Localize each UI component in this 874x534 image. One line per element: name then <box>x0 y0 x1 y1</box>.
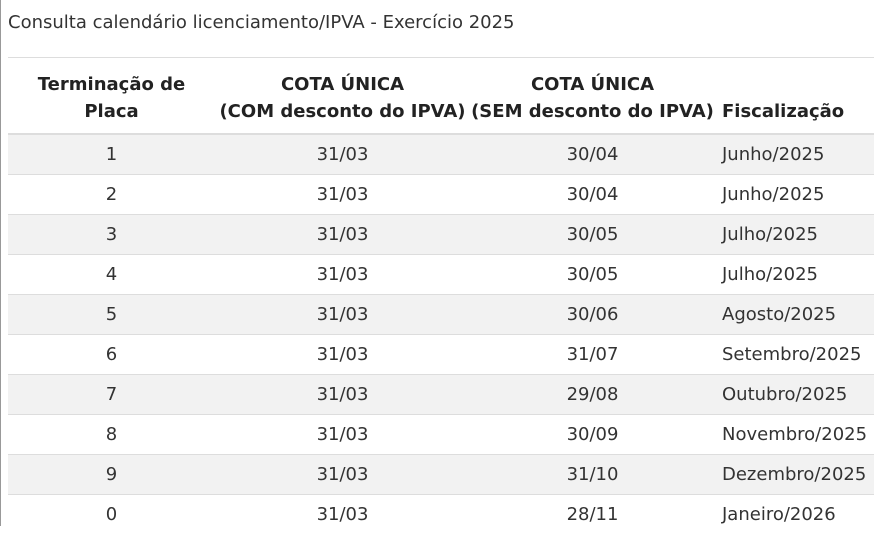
table-cell: 30/06 <box>470 295 715 335</box>
table-cell: 31/03 <box>215 495 470 534</box>
header-text: Terminação de Placa <box>38 74 185 122</box>
table-cell: 8 <box>8 415 215 455</box>
table-cell: Dezembro/2025 <box>715 455 874 495</box>
table-cell: 31/03 <box>215 134 470 175</box>
table-cell: 30/05 <box>470 255 715 295</box>
table-cell: 31/07 <box>470 335 715 375</box>
header-cell: COTA ÚNICA (COM desconto do IPVA) <box>215 58 470 135</box>
table-cell: 29/08 <box>470 375 715 415</box>
table-cell: 30/04 <box>470 134 715 175</box>
header-cell: Terminação de Placa <box>8 58 215 135</box>
table-cell: Janeiro/2026 <box>715 495 874 534</box>
table-cell: 4 <box>8 255 215 295</box>
header-cell: Fiscalização <box>715 58 874 135</box>
table-cell: Junho/2025 <box>715 175 874 215</box>
table-cell: Outubro/2025 <box>715 375 874 415</box>
table-cell: 3 <box>8 215 215 255</box>
table-cell: 1 <box>8 134 215 175</box>
header-text: Fiscalização <box>722 101 844 122</box>
table-cell: Novembro/2025 <box>715 415 874 455</box>
table-cell: 31/03 <box>215 455 470 495</box>
table-cell: 30/04 <box>470 175 715 215</box>
table-cell: Agosto/2025 <box>715 295 874 335</box>
table-cell: Julho/2025 <box>715 255 874 295</box>
calendar-table: Terminação de Placa COTA ÚNICA (COM desco… <box>8 57 874 534</box>
table-cell: 31/03 <box>215 215 470 255</box>
header-cell: COTA ÚNICA (SEM desconto do IPVA) <box>470 58 715 135</box>
table-cell: 30/05 <box>470 215 715 255</box>
table-cell: 31/10 <box>470 455 715 495</box>
table-cell: Junho/2025 <box>715 134 874 175</box>
table-cell: Setembro/2025 <box>715 335 874 375</box>
table-cell: 31/03 <box>215 375 470 415</box>
header-text: (SEM desconto do IPVA) <box>471 101 714 122</box>
table-cell: 31/03 <box>215 255 470 295</box>
table-cell: 6 <box>8 335 215 375</box>
table-header: Terminação de Placa COTA ÚNICA (COM desco… <box>8 58 874 135</box>
table-cell: 31/03 <box>215 415 470 455</box>
header-text: (COM desconto do IPVA) <box>219 101 465 122</box>
table-cell: 31/03 <box>215 175 470 215</box>
table-cell: 2 <box>8 175 215 215</box>
page-title: Consulta calendário licenciamento/IPVA -… <box>8 12 515 33</box>
table-cell: 0 <box>8 495 215 534</box>
header-text: COTA ÚNICA <box>531 74 654 95</box>
table-cell: 9 <box>8 455 215 495</box>
table-cell: 30/09 <box>470 415 715 455</box>
table-cell: 28/11 <box>470 495 715 534</box>
table-cell: 5 <box>8 295 215 335</box>
table-cell: 7 <box>8 375 215 415</box>
table-cell: 31/03 <box>215 295 470 335</box>
header-row: Terminação de Placa COTA ÚNICA (COM desco… <box>8 58 874 135</box>
table-cell: 31/03 <box>215 335 470 375</box>
header-text: COTA ÚNICA <box>281 74 404 95</box>
table-cell: Julho/2025 <box>715 215 874 255</box>
